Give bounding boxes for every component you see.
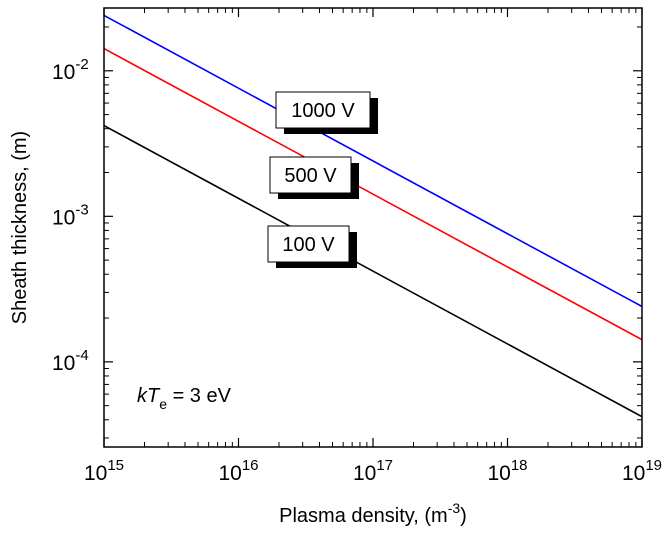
- y-axis-title: Sheath thickness, (m): [9, 131, 31, 324]
- y-tick-label: 10-3: [52, 201, 89, 229]
- y-tick-label: 10-2: [52, 56, 89, 84]
- annotation-sub: e: [159, 396, 167, 412]
- tick-layer: 1015 1016 1017 1018 1019 10-4 10-3 10-2: [52, 8, 662, 485]
- y-tick-label: 10-4: [52, 347, 89, 375]
- annotation-prefix: k: [137, 385, 148, 407]
- series-label-2: 100 V: [282, 234, 335, 256]
- x-axis-title-text: Plasma density, (m: [279, 505, 448, 527]
- series-label-0: 1000 V: [291, 100, 355, 122]
- x-axis-title-suffix: ): [460, 505, 467, 527]
- series-layer: [103, 14, 643, 418]
- series-line-0: [103, 14, 643, 308]
- series-label-1: 500 V: [284, 165, 337, 187]
- series-label-box-2: [267, 225, 350, 263]
- x-tick-label: 1016: [218, 457, 258, 485]
- series-line-2: [103, 124, 643, 418]
- series-label-box-1: [269, 156, 352, 194]
- x-axis-title: Plasma density, (m-3): [279, 500, 467, 527]
- x-tick-label: 1015: [84, 457, 124, 485]
- series-line-1: [103, 47, 643, 341]
- temperature-annotation: kTe = 3 eV: [137, 385, 232, 412]
- plot-frame: [103, 7, 643, 448]
- series-label-box-0: [275, 91, 371, 129]
- series-label-layer: 1000 V 500 V 100 V: [267, 91, 378, 268]
- annotation-italic: T: [147, 385, 161, 407]
- x-tick-label: 1017: [353, 457, 393, 485]
- x-axis-title-sup: -3: [448, 500, 461, 516]
- x-tick-label: 1018: [487, 457, 527, 485]
- x-tick-label: 1019: [622, 457, 662, 485]
- annotation-suffix: = 3 eV: [167, 385, 232, 407]
